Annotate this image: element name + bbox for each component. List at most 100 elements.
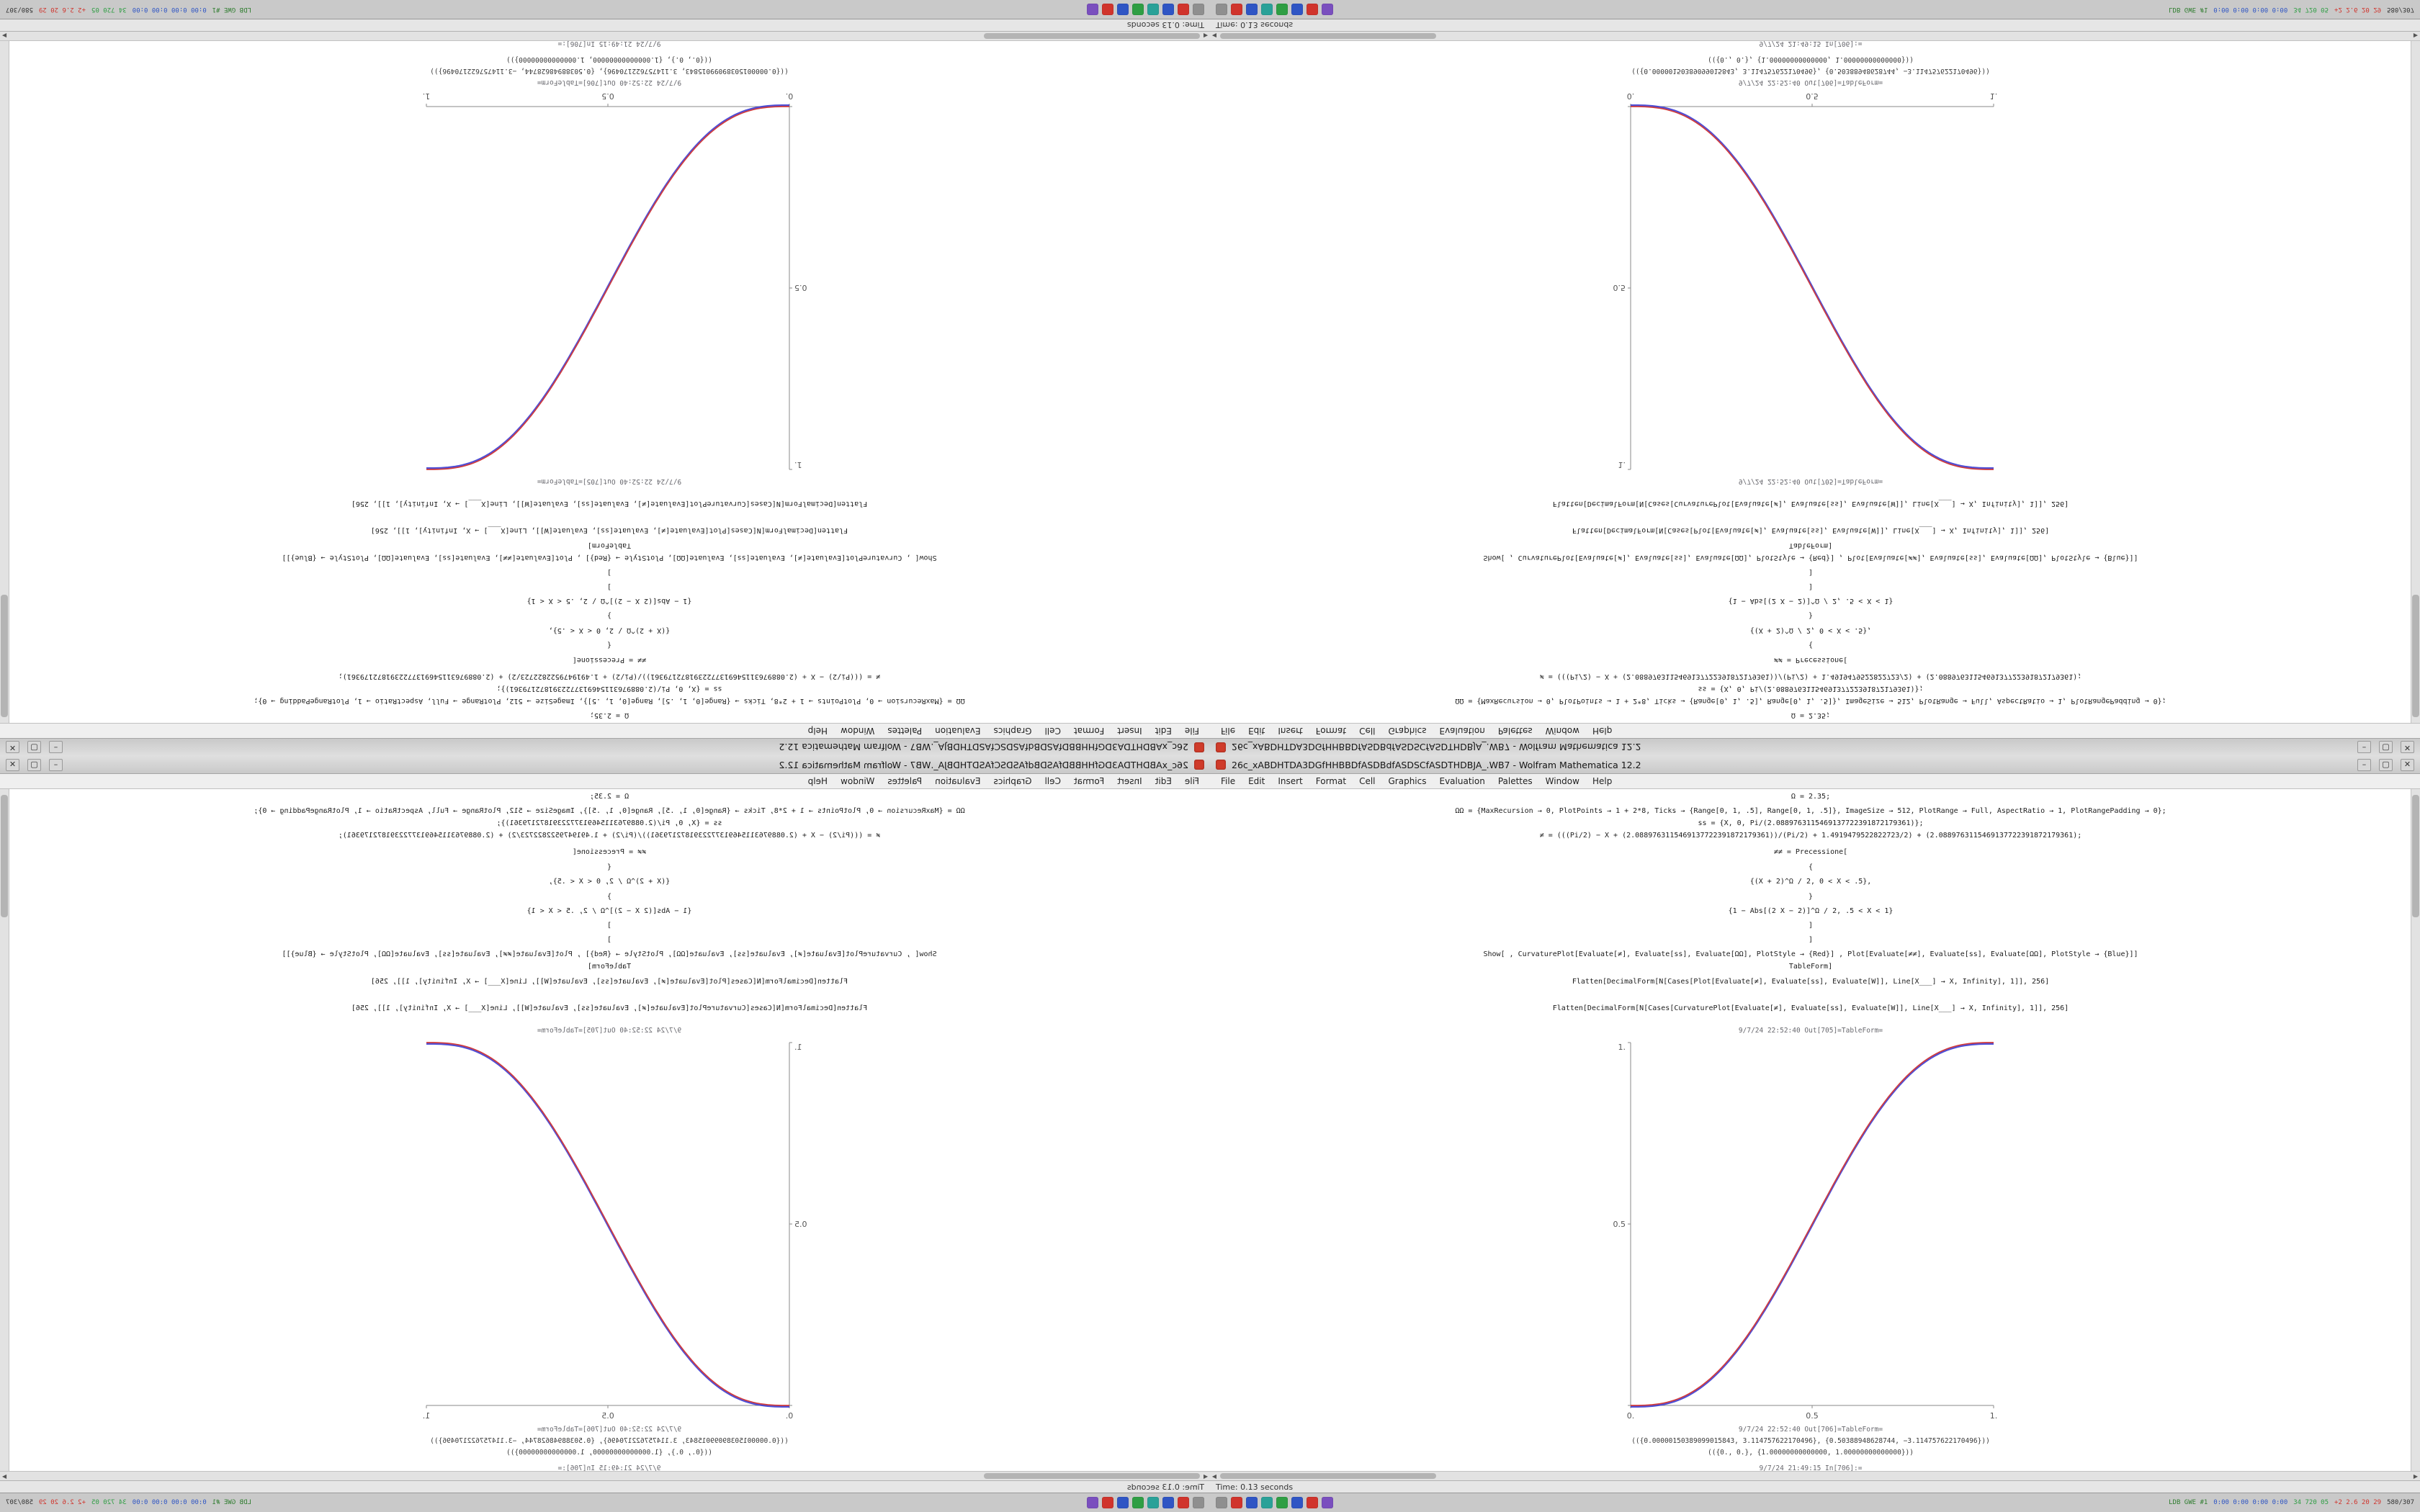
code-cell[interactable]: {(X + 2)^Ω / 2, 0 < X < .5},: [548, 878, 671, 886]
code-cell[interactable]: {: [1808, 863, 1814, 871]
code-cell[interactable]: {1 − Abs[(2 X − 2)]^Ω / 2, .5 < X < 1}: [1728, 907, 1894, 915]
code-cell[interactable]: ΩΩ = {MaxRecursion → 0, PlotPoints → 1 +…: [1455, 807, 2166, 815]
code-cell[interactable]: }: [1808, 611, 1814, 619]
code-cell[interactable]: ≠ = (((Pi/2) − X + (2.088976311546913772…: [338, 672, 881, 680]
code-cell[interactable]: {: [606, 641, 612, 649]
tray-app-2-icon[interactable]: [1178, 1497, 1189, 1508]
code-cell[interactable]: {(X + 2)^Ω / 2, 0 < X < .5},: [548, 626, 671, 634]
code-cell[interactable]: ≠≠ = Precessione[: [1773, 656, 1848, 664]
scroll-right-arrow-icon[interactable]: ▶: [1, 1472, 7, 1480]
tray-app-8-icon[interactable]: [1322, 1497, 1333, 1508]
menu-item-window[interactable]: Window: [841, 726, 875, 736]
code-cell[interactable]: Show[ , CurvaturePlot[Evaluate[≠], Evalu…: [1483, 554, 2138, 562]
horizontal-scrollbar[interactable]: ◀ ▶: [1210, 1471, 2420, 1480]
tray-app-8-icon[interactable]: [1322, 4, 1333, 15]
tray-app-6-icon[interactable]: [1291, 4, 1303, 15]
tray-app-2-icon[interactable]: [1231, 4, 1242, 15]
code-cell[interactable]: ΩΩ = {MaxRecursion → 0, PlotPoints → 1 +…: [254, 807, 965, 815]
code-cell[interactable]: TableForm]: [587, 541, 632, 549]
tray-app-1-icon[interactable]: [1193, 4, 1204, 15]
menu-item-help[interactable]: Help: [1592, 726, 1613, 736]
code-cell[interactable]: ]: [1808, 568, 1814, 576]
tray-app-3-icon[interactable]: [1162, 4, 1174, 15]
menu-item-format[interactable]: Format: [1315, 776, 1347, 786]
horizontal-scrollbar-thumb[interactable]: [1220, 33, 1436, 39]
code-cell[interactable]: {1 − Abs[(2 X − 2)]^Ω / 2, .5 < X < 1}: [1728, 597, 1894, 605]
close-button[interactable]: ✕: [6, 758, 19, 771]
menu-item-insert[interactable]: Insert: [1278, 776, 1303, 786]
menu-item-cell[interactable]: Cell: [1044, 776, 1061, 786]
horizontal-scrollbar-thumb[interactable]: [984, 33, 1200, 39]
maximize-button[interactable]: ▢: [27, 741, 41, 754]
menu-item-edit[interactable]: Edit: [1155, 776, 1172, 786]
vertical-scrollbar[interactable]: [0, 789, 9, 1471]
code-cell[interactable]: {: [1808, 641, 1814, 649]
minimize-button[interactable]: –: [2357, 758, 2371, 771]
menu-item-help[interactable]: Help: [807, 776, 828, 786]
tray-app-6-icon[interactable]: [1291, 1497, 1303, 1508]
menu-item-graphics[interactable]: Graphics: [1388, 776, 1427, 786]
menu-item-format[interactable]: Format: [1073, 776, 1105, 786]
tray-app-2-icon[interactable]: [1231, 1497, 1242, 1508]
vertical-scrollbar[interactable]: [0, 41, 9, 723]
window-titlebar[interactable]: 26c_xABDHTDA3DGfHHBBDfASDBdfASDSCfASDTHD…: [1210, 756, 2420, 774]
code-cell[interactable]: ≠≠ = Precessione[: [1773, 848, 1848, 856]
code-cell[interactable]: ss = {X, 0, Pi/(2.0889763115469137722391…: [496, 819, 722, 827]
code-cell[interactable]: Flatten[DecimalForm[N[Cases[CurvaturePlo…: [1552, 1004, 2069, 1012]
menu-item-graphics[interactable]: Graphics: [993, 726, 1032, 736]
code-cell[interactable]: ]: [606, 936, 612, 944]
code-cell[interactable]: }: [1808, 893, 1814, 901]
scroll-right-arrow-icon[interactable]: ▶: [2413, 1472, 2419, 1480]
vertical-scrollbar[interactable]: [2411, 789, 2420, 1471]
code-cell[interactable]: }: [606, 611, 612, 619]
vertical-scrollbar-thumb[interactable]: [1, 595, 8, 717]
tray-app-7-icon[interactable]: [1102, 4, 1113, 15]
tray-app-4-icon[interactable]: [1261, 1497, 1273, 1508]
maximize-button[interactable]: ▢: [2379, 741, 2393, 754]
code-cell[interactable]: ≠≠ = Precessione[: [572, 656, 647, 664]
close-button[interactable]: ✕: [2401, 741, 2414, 754]
tray-app-5-icon[interactable]: [1132, 1497, 1144, 1508]
tray-app-5-icon[interactable]: [1276, 4, 1288, 15]
minimize-button[interactable]: –: [2357, 741, 2371, 754]
horizontal-scrollbar-thumb[interactable]: [984, 1473, 1200, 1479]
menu-item-window[interactable]: Window: [1545, 776, 1579, 786]
vertical-scrollbar-thumb[interactable]: [1, 795, 8, 917]
code-cell[interactable]: ]: [1808, 582, 1814, 590]
notebook-area[interactable]: 0. 0.5 0.5 1. 1. Ω = 2.35; ΩΩ = {MaxRecursion…: [0, 789, 1210, 1471]
code-cell[interactable]: Ω = 2.35;: [589, 711, 629, 719]
code-cell[interactable]: ss = {X, 0, Pi/(2.0889763115469137722391…: [1698, 685, 1924, 693]
code-cell[interactable]: Flatten[DecimalForm[N[Cases[CurvaturePlo…: [351, 1004, 868, 1012]
horizontal-scrollbar-thumb[interactable]: [1220, 1473, 1436, 1479]
menu-item-evaluation[interactable]: Evaluation: [935, 776, 981, 786]
menu-item-evaluation[interactable]: Evaluation: [1439, 726, 1485, 736]
menu-item-cell[interactable]: Cell: [1359, 776, 1376, 786]
code-cell[interactable]: ≠≠ = Precessione[: [572, 848, 647, 856]
notebook-area[interactable]: 0. 0.5 0.5 1. 1. Ω = 2.35; ΩΩ = {MaxRecursion…: [0, 41, 1210, 723]
menu-item-file[interactable]: File: [1221, 776, 1236, 786]
close-button[interactable]: ✕: [2401, 758, 2414, 771]
code-cell[interactable]: Ω = 2.35;: [1791, 793, 1831, 801]
menu-item-edit[interactable]: Edit: [1248, 726, 1265, 736]
menu-item-insert[interactable]: Insert: [1278, 726, 1303, 736]
code-cell[interactable]: TableForm]: [587, 963, 632, 971]
code-cell[interactable]: ]: [606, 922, 612, 930]
tray-app-5-icon[interactable]: [1132, 4, 1144, 15]
code-cell[interactable]: Show[ , CurvaturePlot[Evaluate[≠], Evalu…: [1483, 950, 2138, 958]
menu-item-palettes[interactable]: Palettes: [887, 726, 923, 736]
menu-item-file[interactable]: File: [1184, 726, 1199, 736]
tray-app-7-icon[interactable]: [1307, 4, 1318, 15]
menu-item-file[interactable]: File: [1184, 776, 1199, 786]
horizontal-scrollbar[interactable]: ◀ ▶: [0, 1471, 1210, 1480]
code-cell[interactable]: ΩΩ = {MaxRecursion → 0, PlotPoints → 1 +…: [254, 697, 965, 705]
code-cell[interactable]: TableForm]: [1788, 963, 1833, 971]
code-cell[interactable]: {(X + 2)^Ω / 2, 0 < X < .5},: [1749, 878, 1872, 886]
tray-app-1-icon[interactable]: [1193, 1497, 1204, 1508]
menu-item-evaluation[interactable]: Evaluation: [1439, 776, 1485, 786]
maximize-button[interactable]: ▢: [2379, 758, 2393, 771]
code-cell[interactable]: ≠ = (((Pi/2) − X + (2.088976311546913772…: [338, 832, 881, 840]
window-titlebar[interactable]: 26c_xABDHTDA3DGfHHBBDfASDBdfASDSCfASDTHD…: [0, 756, 1210, 774]
code-cell[interactable]: Flatten[DecimalForm[N[Cases[Plot[Evaluat…: [1572, 526, 2050, 534]
horizontal-scrollbar[interactable]: ◀ ▶: [0, 32, 1210, 41]
tray-app-1-icon[interactable]: [1216, 1497, 1227, 1508]
